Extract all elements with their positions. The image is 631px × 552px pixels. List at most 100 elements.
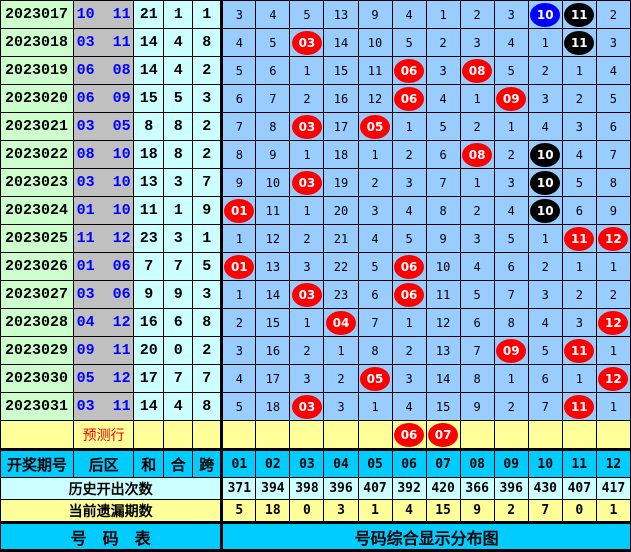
grid-cell: 7 <box>595 140 631 169</box>
grid-cell: 3 <box>595 28 631 57</box>
grid-cell: 8 <box>220 140 257 169</box>
drawn-ball-red: 08 <box>462 58 493 83</box>
back-number: 08 <box>76 146 95 163</box>
drawn-ball-black: 11 <box>564 2 595 27</box>
grid-cell: 1 <box>289 56 325 85</box>
prediction-cell <box>323 420 359 450</box>
grid-cell: 15 <box>425 392 461 421</box>
grid-cell: 05 <box>357 112 393 141</box>
grid-cell: 17 <box>323 112 359 141</box>
grid-cell: 5 <box>357 252 393 281</box>
drawn-ball-blue: 10 <box>530 2 561 27</box>
back-number: 05 <box>112 118 131 135</box>
grid-cell: 9 <box>357 0 393 29</box>
back-number: 11 <box>76 230 95 247</box>
grid-cell: 6 <box>220 84 257 113</box>
grid-cell: 6 <box>255 56 291 85</box>
sum-value: 14 <box>133 28 165 57</box>
grid-cell: 08 <box>459 56 495 85</box>
sum-value: 11 <box>133 196 165 225</box>
grid-cell: 1 <box>220 280 257 309</box>
he-value: 3 <box>163 224 194 253</box>
grid-cell: 19 <box>323 168 359 197</box>
history-value: 396 <box>323 477 359 500</box>
back-number: 09 <box>112 90 131 107</box>
prediction-label: 预测行 <box>73 420 135 450</box>
draw-row: 2023019 06 08 14 4 2 5 6 1 15 11 06 3 08 5 2 1 4 <box>0 56 631 85</box>
drawn-ball-red: 03 <box>291 394 322 419</box>
period-number: 2023021 <box>0 112 75 141</box>
grid-cell: 12 <box>357 84 393 113</box>
grid-cell: 4 <box>527 112 563 141</box>
period-number: 2023028 <box>0 308 75 337</box>
grid-cell: 2 <box>220 308 257 337</box>
sum-value: 15 <box>133 84 165 113</box>
drawn-ball-red: 09 <box>496 86 527 111</box>
grid-cell: 2 <box>493 140 529 169</box>
grid-cell: 5 <box>220 392 257 421</box>
grid-cell: 7 <box>220 112 257 141</box>
grid-cell: 14 <box>323 28 359 57</box>
back-numbers: 03 06 <box>73 280 135 309</box>
grid-cell: 10 <box>255 168 291 197</box>
period-number: 2023026 <box>0 252 75 281</box>
grid-cell: 23 <box>323 280 359 309</box>
drawn-ball-red: 06 <box>394 422 425 447</box>
drawn-ball-red: 11 <box>564 394 595 419</box>
drawn-ball-red: 06 <box>394 86 425 111</box>
period-number: 2023022 <box>0 140 75 169</box>
sum-value: 13 <box>133 168 165 197</box>
grid-cell: 2 <box>425 28 461 57</box>
he-value: 8 <box>163 112 194 141</box>
drawn-ball-red: 05 <box>360 366 391 391</box>
span-value: 8 <box>192 392 223 421</box>
header-number: 09 <box>493 448 529 478</box>
period-number: 2023024 <box>0 196 75 225</box>
grid-cell: 03 <box>289 280 325 309</box>
back-numbers: 03 11 <box>73 28 135 57</box>
prediction-row: 预测行 06 07 <box>0 420 631 450</box>
grid-cell: 22 <box>323 252 359 281</box>
grid-cell: 12 <box>595 364 631 393</box>
grid-cell: 3 <box>493 0 529 29</box>
drawn-ball-black: 11 <box>564 30 595 55</box>
drawn-ball-red: 03 <box>291 282 322 307</box>
header-sum: 和 <box>133 448 165 478</box>
grid-cell: 2 <box>527 252 563 281</box>
grid-cell: 6 <box>493 252 529 281</box>
prediction-cell <box>255 420 291 450</box>
header-number: 06 <box>391 448 427 478</box>
back-numbers: 03 11 <box>73 392 135 421</box>
grid-cell: 10 <box>425 252 461 281</box>
drawn-ball-red: 03 <box>291 114 322 139</box>
missing-value: 5 <box>220 499 257 523</box>
grid-cell: 3 <box>493 168 529 197</box>
period-number: 2023023 <box>0 168 75 197</box>
span-value: 5 <box>192 252 223 281</box>
draw-row: 2023030 05 12 17 7 7 4 17 3 2 05 3 14 8 1 6 1 12 <box>0 364 631 393</box>
grid-cell: 5 <box>493 56 529 85</box>
he-value: 1 <box>163 0 194 29</box>
grid-cell: 8 <box>255 112 291 141</box>
grid-cell: 5 <box>527 336 563 365</box>
span-value: 8 <box>192 308 223 337</box>
grid-cell: 4 <box>561 140 597 169</box>
draw-row: 2023027 03 06 9 9 3 1 14 03 23 6 06 11 5 7 3 2 2 <box>0 280 631 309</box>
drawn-ball-red: 04 <box>325 310 356 335</box>
back-numbers: 01 06 <box>73 252 135 281</box>
grid-cell: 12 <box>425 308 461 337</box>
grid-cell: 7 <box>255 84 291 113</box>
prediction-cell <box>595 420 631 450</box>
draw-row: 2023018 03 11 14 4 8 4 5 03 14 10 5 2 3 4 1 11 3 <box>0 28 631 57</box>
grid-cell: 4 <box>493 196 529 225</box>
grid-cell: 17 <box>255 364 291 393</box>
back-numbers: 11 12 <box>73 224 135 253</box>
draw-row: 2023029 09 11 20 0 2 3 16 2 1 8 2 13 7 09 5 11 1 <box>0 336 631 365</box>
back-number: 12 <box>112 314 131 331</box>
grid-cell: 3 <box>323 392 359 421</box>
grid-cell: 4 <box>391 196 427 225</box>
period-number: 2023025 <box>0 224 75 253</box>
grid-cell: 7 <box>357 308 393 337</box>
grid-cell: 5 <box>255 28 291 57</box>
